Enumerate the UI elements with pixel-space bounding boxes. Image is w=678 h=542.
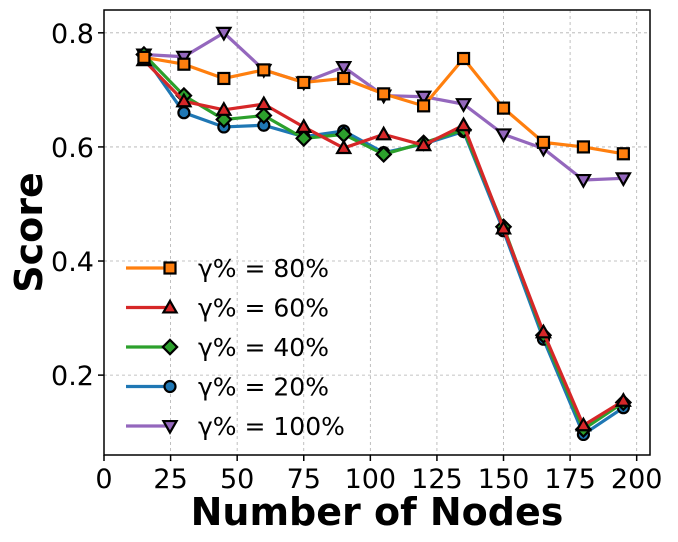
data-point	[415, 136, 433, 152]
x-tick-label: 75	[287, 464, 321, 495]
data-point	[495, 128, 513, 144]
data-point	[614, 391, 632, 407]
legend-marker	[161, 298, 179, 314]
legend-marker	[161, 338, 179, 356]
legend-marker	[161, 419, 179, 435]
legend-entry: γ% = 80%	[126, 254, 329, 283]
x-tick-label: 25	[153, 464, 187, 495]
data-point	[455, 116, 473, 132]
data-point	[295, 129, 313, 148]
data-point	[415, 90, 433, 106]
data-point	[215, 110, 233, 129]
data-point	[337, 71, 351, 86]
data-point	[175, 92, 193, 108]
x-tick-label: 150	[478, 464, 530, 495]
y-tick-label: 0.2	[51, 361, 94, 392]
data-point	[255, 95, 273, 111]
data-point	[177, 57, 191, 71]
y-axis-title: Score	[7, 172, 51, 293]
data-point	[614, 172, 632, 188]
plot-frame	[103, 9, 651, 456]
data-point	[374, 145, 393, 164]
data-point	[177, 106, 191, 120]
series-0	[137, 50, 630, 161]
data-point	[215, 26, 233, 42]
series-layer	[135, 26, 633, 442]
legend-entry: γ% = 40%	[126, 333, 329, 362]
data-point	[377, 87, 391, 101]
ticks-layer: 0 25 50 75 100 125 150 175 200 0.2 0.4 0.6 0.8	[51, 19, 662, 495]
data-point	[455, 98, 473, 113]
x-tick-label: 0	[95, 464, 112, 495]
y-tick-label: 0.6	[51, 133, 94, 164]
x-tick-label: 100	[345, 464, 397, 495]
data-point	[576, 140, 591, 154]
x-tick-label: 175	[544, 464, 596, 495]
data-point	[456, 51, 471, 66]
legend-entry: γ% = 100%	[126, 412, 345, 441]
data-point	[217, 71, 231, 86]
legend-label: γ% = 60%	[198, 294, 329, 323]
legend-label: γ% = 80%	[198, 254, 329, 283]
x-tick-label: 125	[411, 464, 463, 495]
data-point	[335, 61, 353, 76]
data-point	[534, 323, 552, 339]
legend-label: γ% = 100%	[198, 412, 345, 441]
data-point	[495, 219, 513, 235]
data-point	[496, 101, 511, 115]
legend-entry: γ% = 20%	[126, 373, 329, 402]
data-point	[616, 147, 630, 161]
series-1	[135, 51, 632, 432]
x-axis-title: Number of Nodes	[191, 490, 564, 534]
legend-label: γ% = 40%	[198, 333, 329, 362]
data-point	[255, 106, 273, 125]
legend-entry: γ% = 60%	[126, 294, 329, 323]
y-tick-label: 0.4	[51, 247, 94, 278]
legend-label: γ% = 20%	[198, 373, 329, 402]
data-point	[297, 75, 311, 90]
data-point	[137, 50, 151, 64]
data-point	[257, 63, 271, 77]
legend: γ% = 80% γ% = 60% γ% = 40% γ% = 20% γ% = 100…	[126, 254, 345, 441]
x-tick-label: 50	[220, 464, 254, 495]
data-point	[295, 118, 313, 134]
data-point	[375, 125, 393, 141]
data-point	[417, 99, 431, 113]
data-point	[536, 135, 551, 149]
data-point	[335, 139, 353, 155]
legend-marker	[163, 261, 177, 275]
legend-marker	[163, 379, 177, 394]
data-point	[574, 416, 592, 432]
y-tick-label: 0.8	[51, 19, 94, 50]
data-point	[574, 173, 592, 189]
x-tick-label: 200	[611, 464, 663, 495]
data-point	[215, 101, 233, 116]
